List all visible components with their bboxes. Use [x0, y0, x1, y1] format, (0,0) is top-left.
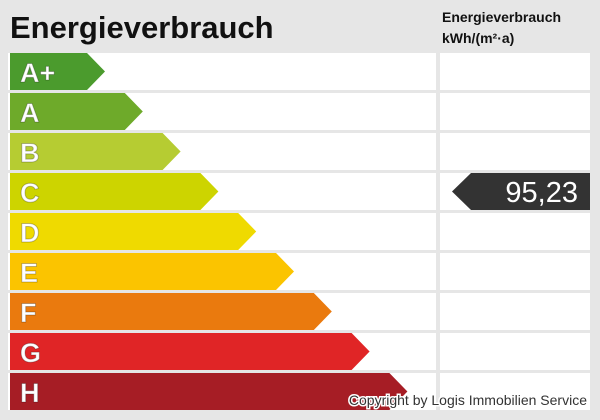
class-label: F: [20, 298, 37, 328]
unit-header: Energieverbrauch: [442, 9, 561, 25]
class-arrow: [10, 173, 219, 210]
class-arrow: [10, 213, 257, 250]
unit-header: kWh/(m²·a): [442, 30, 514, 46]
copyright: Copyright by Logis Immobilien Service: [349, 392, 587, 408]
value-indicator: [452, 173, 590, 210]
class-label: A+: [20, 58, 55, 88]
class-arrow: [10, 53, 105, 90]
class-label: E: [20, 258, 38, 288]
value-cell: [440, 253, 590, 290]
value-text: 95,23: [505, 177, 578, 209]
value-cell: [440, 53, 590, 90]
class-label: H: [20, 378, 40, 408]
value-cell: [440, 293, 590, 330]
title: Energieverbrauch: [10, 10, 274, 45]
class-label: D: [20, 218, 40, 248]
class-label: A: [20, 98, 40, 128]
class-arrow: [10, 253, 294, 290]
value-cell: [440, 333, 590, 370]
value-cell: [440, 133, 590, 170]
value-cell: [440, 373, 590, 410]
class-label: B: [20, 138, 40, 168]
value-cell: [440, 93, 590, 130]
class-arrow: [10, 373, 408, 410]
value-cell: [440, 213, 590, 250]
class-arrow: [10, 293, 332, 330]
class-arrow: [10, 133, 181, 170]
class-label: C: [20, 178, 40, 208]
class-arrow: [10, 333, 370, 370]
class-label: G: [20, 338, 41, 368]
class-arrow: [10, 93, 143, 130]
